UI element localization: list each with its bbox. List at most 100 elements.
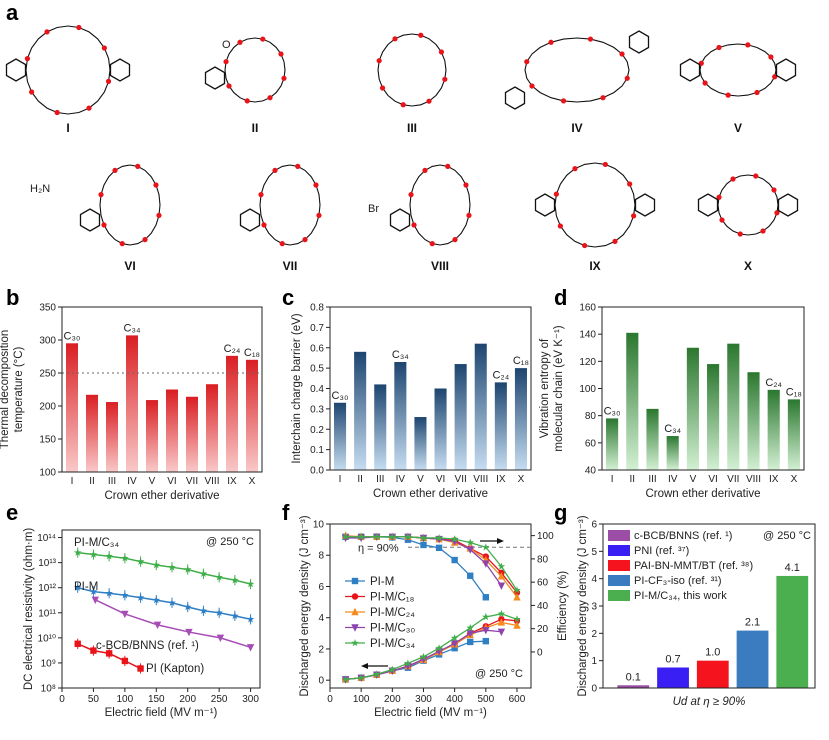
- crown-ring: [409, 164, 471, 246]
- crown-ring: [224, 37, 286, 103]
- series-label: c-BCB/BNNS (ref. ¹): [96, 640, 199, 652]
- x-tick-label: II: [630, 474, 636, 485]
- y-tick-label: 10¹⁰: [38, 633, 56, 644]
- x-tick-label: 500: [477, 694, 494, 705]
- y-tick-label: 140: [579, 330, 596, 341]
- oxygen-atom: [272, 167, 278, 173]
- oxygen-atom: [426, 98, 432, 104]
- bar-VIII: [474, 343, 487, 470]
- x-axis-title: Crown ether derivative: [373, 488, 488, 500]
- x-tick-label: 600: [509, 694, 526, 705]
- structure-label: III: [407, 121, 417, 135]
- oxygen-atom: [602, 161, 608, 168]
- series-label: PI-M/C₃₄: [74, 537, 119, 549]
- panel-label-d: d: [554, 285, 567, 310]
- oxygen-atom: [400, 102, 406, 108]
- x-tick-label: 0: [327, 694, 333, 705]
- legend-label: c-BCB/BNNS (ref. ¹): [634, 530, 732, 542]
- bar-I: [334, 402, 347, 470]
- data-point: [341, 675, 350, 683]
- y-tick-label: 10¹¹: [38, 608, 56, 619]
- x-tick-label: X: [249, 476, 256, 487]
- oxygen-atom: [86, 105, 92, 111]
- structure-VI: VI: [79, 163, 162, 273]
- y-tick-label: 10¹⁴: [37, 533, 56, 544]
- data-point: [451, 644, 458, 652]
- oxygen-atom: [135, 163, 141, 169]
- bromo-substituent: Br: [368, 203, 379, 215]
- bar-3: [736, 630, 769, 688]
- y-tick-label: 10⁸: [41, 684, 56, 695]
- y-axis-title: Thermal decomposition: [0, 330, 11, 450]
- y-axis-title: Interchain charge barrier (eV): [291, 313, 303, 463]
- bar-VIII: [747, 372, 760, 470]
- x-tick-label: X: [791, 474, 798, 485]
- panel-label-a: a: [6, 0, 19, 25]
- y-tick-label: 10¹³: [38, 558, 56, 569]
- benzene-ring: [679, 58, 701, 82]
- data-point: [351, 624, 359, 632]
- y-axis-title: temperature (°C): [13, 346, 25, 432]
- x-tick-label: III: [648, 474, 656, 485]
- chart-g: 0.1 0.7 1.0 2.1 4.1 0 1 2 3 4 5 6 c-BCB/BNNS (ref. ¹…: [577, 515, 816, 708]
- oxygen-atom: [422, 167, 428, 173]
- structure-label: VII: [283, 259, 298, 273]
- bar-annotation: C₂₄: [224, 343, 241, 355]
- y-tick-label: 10: [313, 520, 325, 531]
- x-tick-label: VIII: [473, 474, 488, 485]
- data-point: [419, 534, 428, 542]
- data-point: [136, 557, 145, 565]
- y-tick-label: 100: [39, 468, 56, 479]
- data-point: [136, 593, 145, 601]
- structure-label: IX: [589, 259, 600, 273]
- data-point: [450, 640, 459, 648]
- reference-label: η = 90%: [358, 542, 399, 554]
- data-point: [73, 583, 82, 591]
- data-point: [153, 621, 162, 630]
- structure-label: V: [734, 121, 742, 135]
- structure-label: VIII: [431, 259, 449, 273]
- data-point: [105, 552, 113, 560]
- y-axis-title: DC electrical resistivity (ohm·m): [23, 528, 35, 690]
- series-0: [73, 547, 255, 590]
- x-axis-title: Crown ether derivative: [645, 488, 760, 500]
- data-point: [351, 593, 359, 600]
- bar-value-label: 1.0: [705, 647, 720, 659]
- legend-label: PI-M/C₁₈: [370, 592, 415, 604]
- y-tick-label: 40: [585, 466, 597, 477]
- y-tick-label: 20: [537, 624, 549, 635]
- y-tick-label: 100: [537, 531, 554, 542]
- oxygen-atom: [142, 237, 148, 243]
- y-axis-title: molecular chain (eV K⁻¹): [553, 325, 565, 451]
- benzene-ring: [534, 193, 556, 217]
- bar-IV: [126, 335, 138, 472]
- plot-frame: [61, 306, 263, 473]
- data-point: [435, 644, 443, 652]
- oxygen-atom: [29, 89, 35, 95]
- structure-label: X: [744, 259, 752, 273]
- temperature-annotation: @ 250 °C: [763, 530, 811, 542]
- oxygen-atom: [587, 36, 594, 42]
- x-tick-label: 200: [384, 694, 401, 705]
- oxygen-atom: [379, 85, 386, 91]
- y2-axis-title: Efficiency (%): [557, 571, 569, 641]
- oxygen-atom: [624, 75, 630, 81]
- data-point: [341, 532, 350, 540]
- oxygen-atom: [98, 192, 104, 198]
- bar-X: [246, 359, 258, 472]
- data-point: [168, 563, 176, 571]
- y-axis-title: Discharged energy density (J cm⁻³): [299, 515, 311, 696]
- x-tick-label: 250: [211, 694, 228, 705]
- structure-X: X: [697, 173, 799, 273]
- oxygen-atom: [418, 32, 424, 38]
- oxygen-atom: [76, 24, 82, 31]
- legend-label: PI-M/C₂₄: [370, 607, 415, 619]
- oxygen-atom: [719, 217, 725, 223]
- y-tick-label: 6: [591, 520, 597, 531]
- oxygen-atom: [452, 237, 458, 243]
- x-tick-label: 200: [179, 694, 196, 705]
- oxygen-atom: [600, 95, 606, 101]
- y-tick-label: 2: [318, 644, 324, 655]
- legend-label: PI-M/C₃₄, this work: [634, 590, 727, 602]
